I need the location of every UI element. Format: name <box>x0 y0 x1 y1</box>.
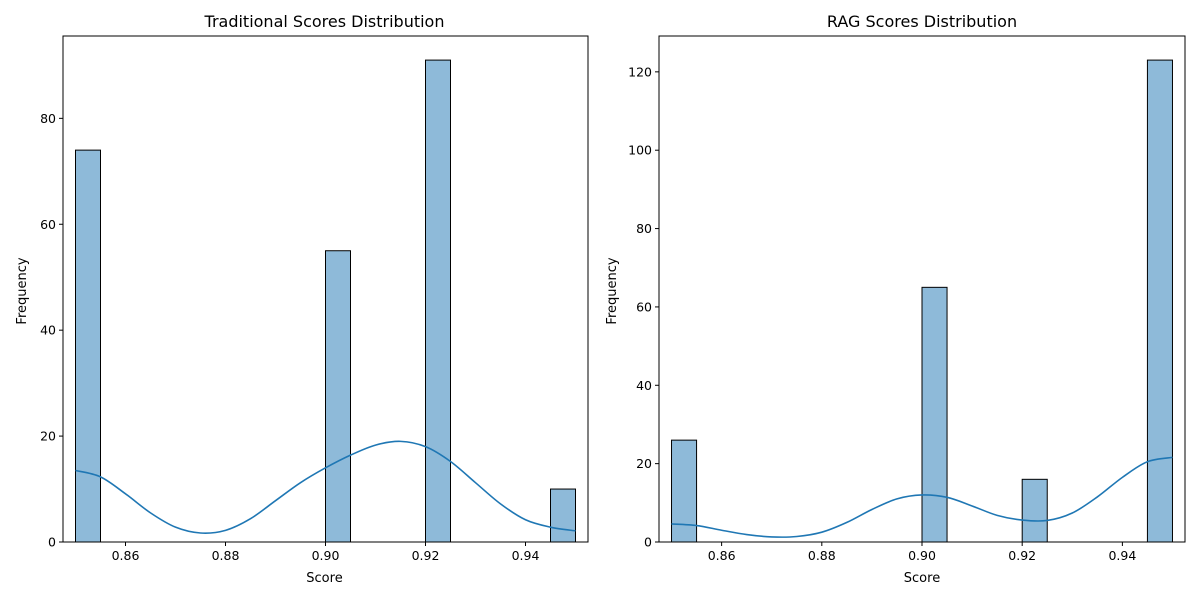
x-tick-label: 0.88 <box>212 548 240 563</box>
x-tick-label: 0.86 <box>112 548 140 563</box>
chart-title: Traditional Scores Distribution <box>204 12 445 31</box>
y-tick-label: 80 <box>40 111 56 126</box>
histogram-bar <box>425 59 451 543</box>
y-tick-label: 20 <box>636 456 652 471</box>
histogram-bar <box>671 439 698 543</box>
y-tick-label: 120 <box>628 64 652 79</box>
x-axis-label: Score <box>306 571 342 586</box>
x-tick-label: 0.94 <box>512 548 540 563</box>
x-tick-label: 0.92 <box>1008 548 1036 563</box>
chart-title: RAG Scores Distribution <box>827 12 1017 31</box>
histogram-bar <box>325 250 351 543</box>
chart-rag-scores: RAG Scores Distribution Score Frequency … <box>605 12 1186 586</box>
y-tick-label: 60 <box>40 217 56 232</box>
y-tick-label: 40 <box>636 378 652 393</box>
histogram-bar <box>75 149 101 543</box>
y-tick-label: 60 <box>636 299 652 314</box>
histogram-bar <box>550 488 576 543</box>
chart-traditional-scores: Traditional Scores Distribution Score Fr… <box>15 12 589 586</box>
x-tick-label: 0.94 <box>1108 548 1136 563</box>
x-tick-label: 0.88 <box>808 548 836 563</box>
x-tick-label: 0.86 <box>708 548 736 563</box>
x-tick-label: 0.92 <box>412 548 440 563</box>
x-axis-label: Score <box>904 571 940 586</box>
histogram-bar <box>1146 59 1173 543</box>
y-axis-label: Frequency <box>605 257 620 324</box>
kde-line <box>671 456 1173 538</box>
y-tick-label: 80 <box>636 221 652 236</box>
kde-line <box>75 440 576 534</box>
y-tick-label: 40 <box>40 323 56 338</box>
y-tick-label: 100 <box>628 143 652 158</box>
y-axis-label: Frequency <box>15 257 30 324</box>
x-tick-label: 0.90 <box>908 548 936 563</box>
y-tick-label: 0 <box>644 535 652 550</box>
y-tick-label: 0 <box>48 535 56 550</box>
histogram-bar <box>1021 478 1048 543</box>
y-tick-label: 20 <box>40 429 56 444</box>
x-tick-label: 0.90 <box>312 548 340 563</box>
histogram-bar <box>921 286 948 543</box>
